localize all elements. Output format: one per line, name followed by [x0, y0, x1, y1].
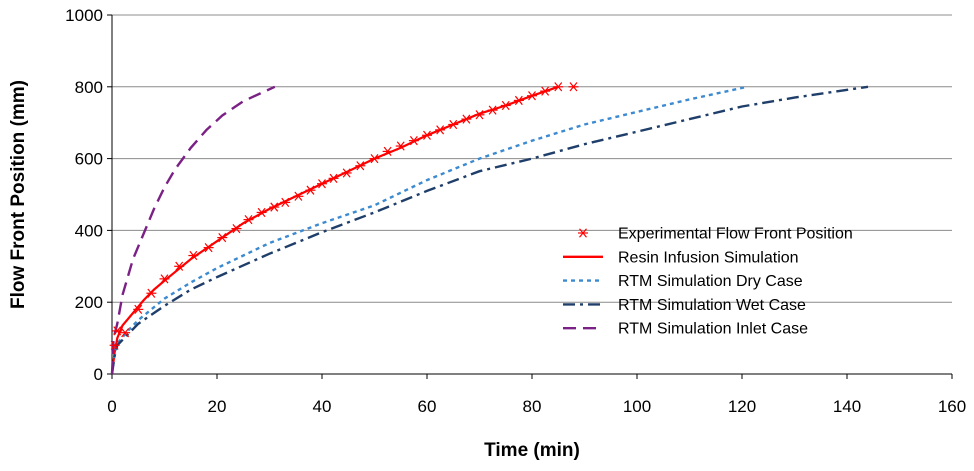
data-point-marker	[256, 207, 267, 218]
data-point-marker	[188, 250, 199, 261]
data-point-marker	[422, 130, 432, 140]
data-point-marker	[461, 114, 472, 124]
axes	[107, 14, 953, 379]
data-point-marker	[293, 191, 304, 201]
data-point-marker	[474, 110, 485, 120]
x-axis-title: Time (min)	[484, 440, 580, 461]
data-point-marker	[553, 82, 564, 92]
legend: Experimental Flow Front Position Resin In…	[563, 226, 853, 338]
data-point-marker	[369, 153, 380, 164]
data-point-marker	[500, 100, 511, 111]
data-point-marker	[341, 168, 352, 178]
x-tick-label: 20	[208, 397, 227, 416]
series-line-4	[110, 85, 276, 375]
legend-label: Experimental Flow Front Position	[618, 226, 853, 243]
x-tick-label: 120	[728, 397, 756, 416]
x-tick-label: 40	[313, 397, 332, 416]
data-point-marker	[174, 261, 185, 271]
y-tick-label: 600	[75, 150, 103, 169]
data-point-marker	[269, 202, 280, 212]
legend-item: RTM Simulation Dry Case	[563, 273, 803, 290]
data-point-marker	[448, 119, 459, 130]
data-point-marker	[435, 125, 446, 135]
y-tick-label: 400	[75, 221, 103, 240]
data-point-marker	[568, 82, 579, 92]
x-tick-label: 100	[623, 397, 651, 416]
data-point-marker	[133, 304, 144, 315]
data-point-marker	[513, 95, 524, 106]
legend-label: RTM Simulation Wet Case	[618, 297, 806, 314]
y-tick-label: 1000	[65, 6, 103, 25]
data-point-marker	[217, 232, 228, 243]
legend-label: RTM Simulation Inlet Case	[618, 321, 808, 338]
tick-labels: 0 200 400 600 800 1000 0 20 40 60 80 100 120 140 160	[65, 6, 966, 416]
series-line-3	[110, 85, 869, 375]
x-tick-label: 0	[107, 397, 116, 416]
series-layer	[109, 82, 869, 375]
data-point-marker	[146, 288, 157, 298]
y-tick-label: 200	[75, 293, 103, 312]
legend-item: Resin Infusion Simulation	[563, 249, 799, 266]
legend-item: Experimental Flow Front Position	[578, 226, 853, 243]
data-point-marker	[540, 86, 551, 96]
legend-item: RTM Simulation Wet Case	[563, 297, 806, 314]
x-tick-label: 160	[938, 397, 966, 416]
data-point-marker	[328, 173, 339, 183]
legend-label: Resin Infusion Simulation	[618, 249, 799, 266]
data-point-marker	[243, 214, 254, 225]
x-tick-label: 140	[833, 397, 861, 416]
legend-label: RTM Simulation Dry Case	[618, 273, 803, 290]
y-tick-label: 800	[75, 78, 103, 97]
data-point-marker	[280, 197, 291, 208]
y-tick-label: 0	[94, 365, 103, 384]
data-point-marker	[305, 185, 316, 195]
data-point-marker	[408, 136, 419, 146]
data-point-marker	[395, 141, 406, 151]
data-point-marker	[109, 340, 120, 350]
data-point-marker	[231, 223, 242, 234]
x-tick-label: 80	[523, 397, 542, 416]
data-point-marker	[159, 274, 170, 284]
x-tick-label: 60	[418, 397, 437, 416]
data-point-marker	[203, 243, 214, 253]
series-line-1	[110, 85, 559, 375]
data-point-marker	[527, 91, 537, 101]
data-point-marker	[487, 105, 498, 115]
legend-marker	[578, 228, 588, 238]
legend-item: RTM Simulation Inlet Case	[563, 321, 808, 338]
data-point-marker	[317, 179, 327, 189]
y-axis-title: Flow Front Position (mm)	[8, 80, 29, 309]
gridlines	[112, 14, 952, 303]
series-line-2	[110, 85, 748, 375]
data-point-marker	[382, 146, 393, 157]
data-point-marker	[355, 161, 366, 171]
data-point-marker	[112, 326, 123, 336]
data-point-marker	[120, 328, 131, 338]
